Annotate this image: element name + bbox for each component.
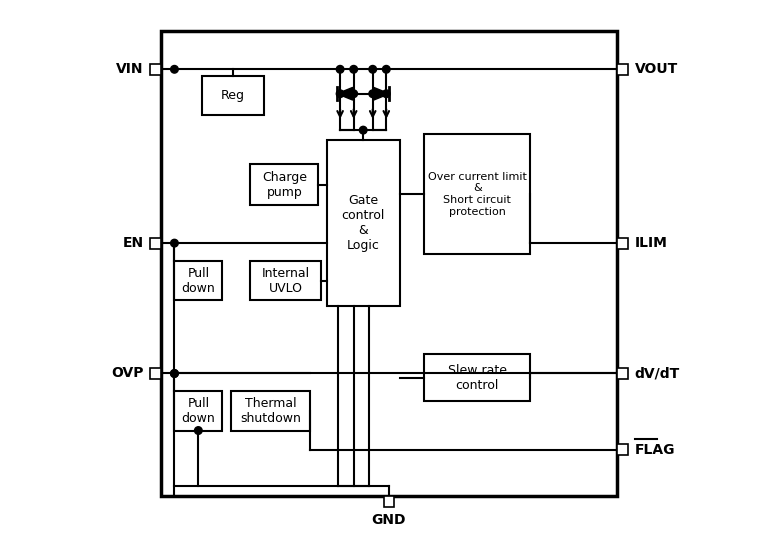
- Bar: [174, 391, 223, 431]
- Circle shape: [170, 66, 178, 73]
- Text: VIN: VIN: [116, 62, 143, 76]
- Bar: [617, 238, 628, 248]
- Text: Slew rate
control: Slew rate control: [448, 364, 506, 391]
- Circle shape: [170, 370, 178, 377]
- Text: Over current limit
&
Short circuit
protection: Over current limit & Short circuit prote…: [428, 172, 527, 217]
- Bar: [174, 261, 223, 300]
- Bar: [150, 238, 161, 248]
- Bar: [617, 444, 628, 455]
- Circle shape: [170, 239, 178, 247]
- Text: FLAG: FLAG: [635, 443, 675, 456]
- Bar: [251, 164, 318, 205]
- Bar: [384, 496, 394, 507]
- Circle shape: [336, 66, 344, 73]
- Polygon shape: [373, 87, 389, 100]
- Text: Thermal
shutdown: Thermal shutdown: [240, 397, 301, 425]
- Text: EN: EN: [122, 236, 143, 250]
- Bar: [161, 31, 617, 496]
- Text: ILIM: ILIM: [635, 236, 668, 250]
- Circle shape: [369, 66, 377, 73]
- Text: Reg: Reg: [221, 90, 245, 103]
- Bar: [251, 261, 321, 300]
- Bar: [424, 354, 531, 401]
- Circle shape: [383, 90, 390, 98]
- Circle shape: [383, 66, 390, 73]
- Bar: [327, 140, 400, 306]
- Circle shape: [170, 370, 178, 377]
- Text: Gate
control
&
Logic: Gate control & Logic: [342, 194, 385, 252]
- Circle shape: [336, 90, 344, 98]
- Bar: [232, 391, 310, 431]
- Circle shape: [369, 90, 377, 98]
- Circle shape: [350, 66, 358, 73]
- Bar: [202, 76, 264, 115]
- Text: dV/dT: dV/dT: [635, 366, 680, 381]
- Circle shape: [359, 126, 367, 134]
- Text: VOUT: VOUT: [635, 62, 678, 76]
- Polygon shape: [337, 87, 352, 100]
- Bar: [424, 134, 531, 254]
- Text: OVP: OVP: [111, 366, 143, 381]
- Text: Internal
UVLO: Internal UVLO: [261, 266, 310, 295]
- Bar: [617, 64, 628, 75]
- Bar: [150, 368, 161, 379]
- Circle shape: [194, 427, 202, 434]
- Circle shape: [350, 90, 358, 98]
- Text: Pull
down: Pull down: [181, 397, 216, 425]
- Text: GND: GND: [372, 513, 406, 527]
- Text: Pull
down: Pull down: [181, 266, 216, 295]
- Text: Charge
pump: Charge pump: [262, 171, 307, 199]
- Bar: [150, 64, 161, 75]
- Bar: [617, 368, 628, 379]
